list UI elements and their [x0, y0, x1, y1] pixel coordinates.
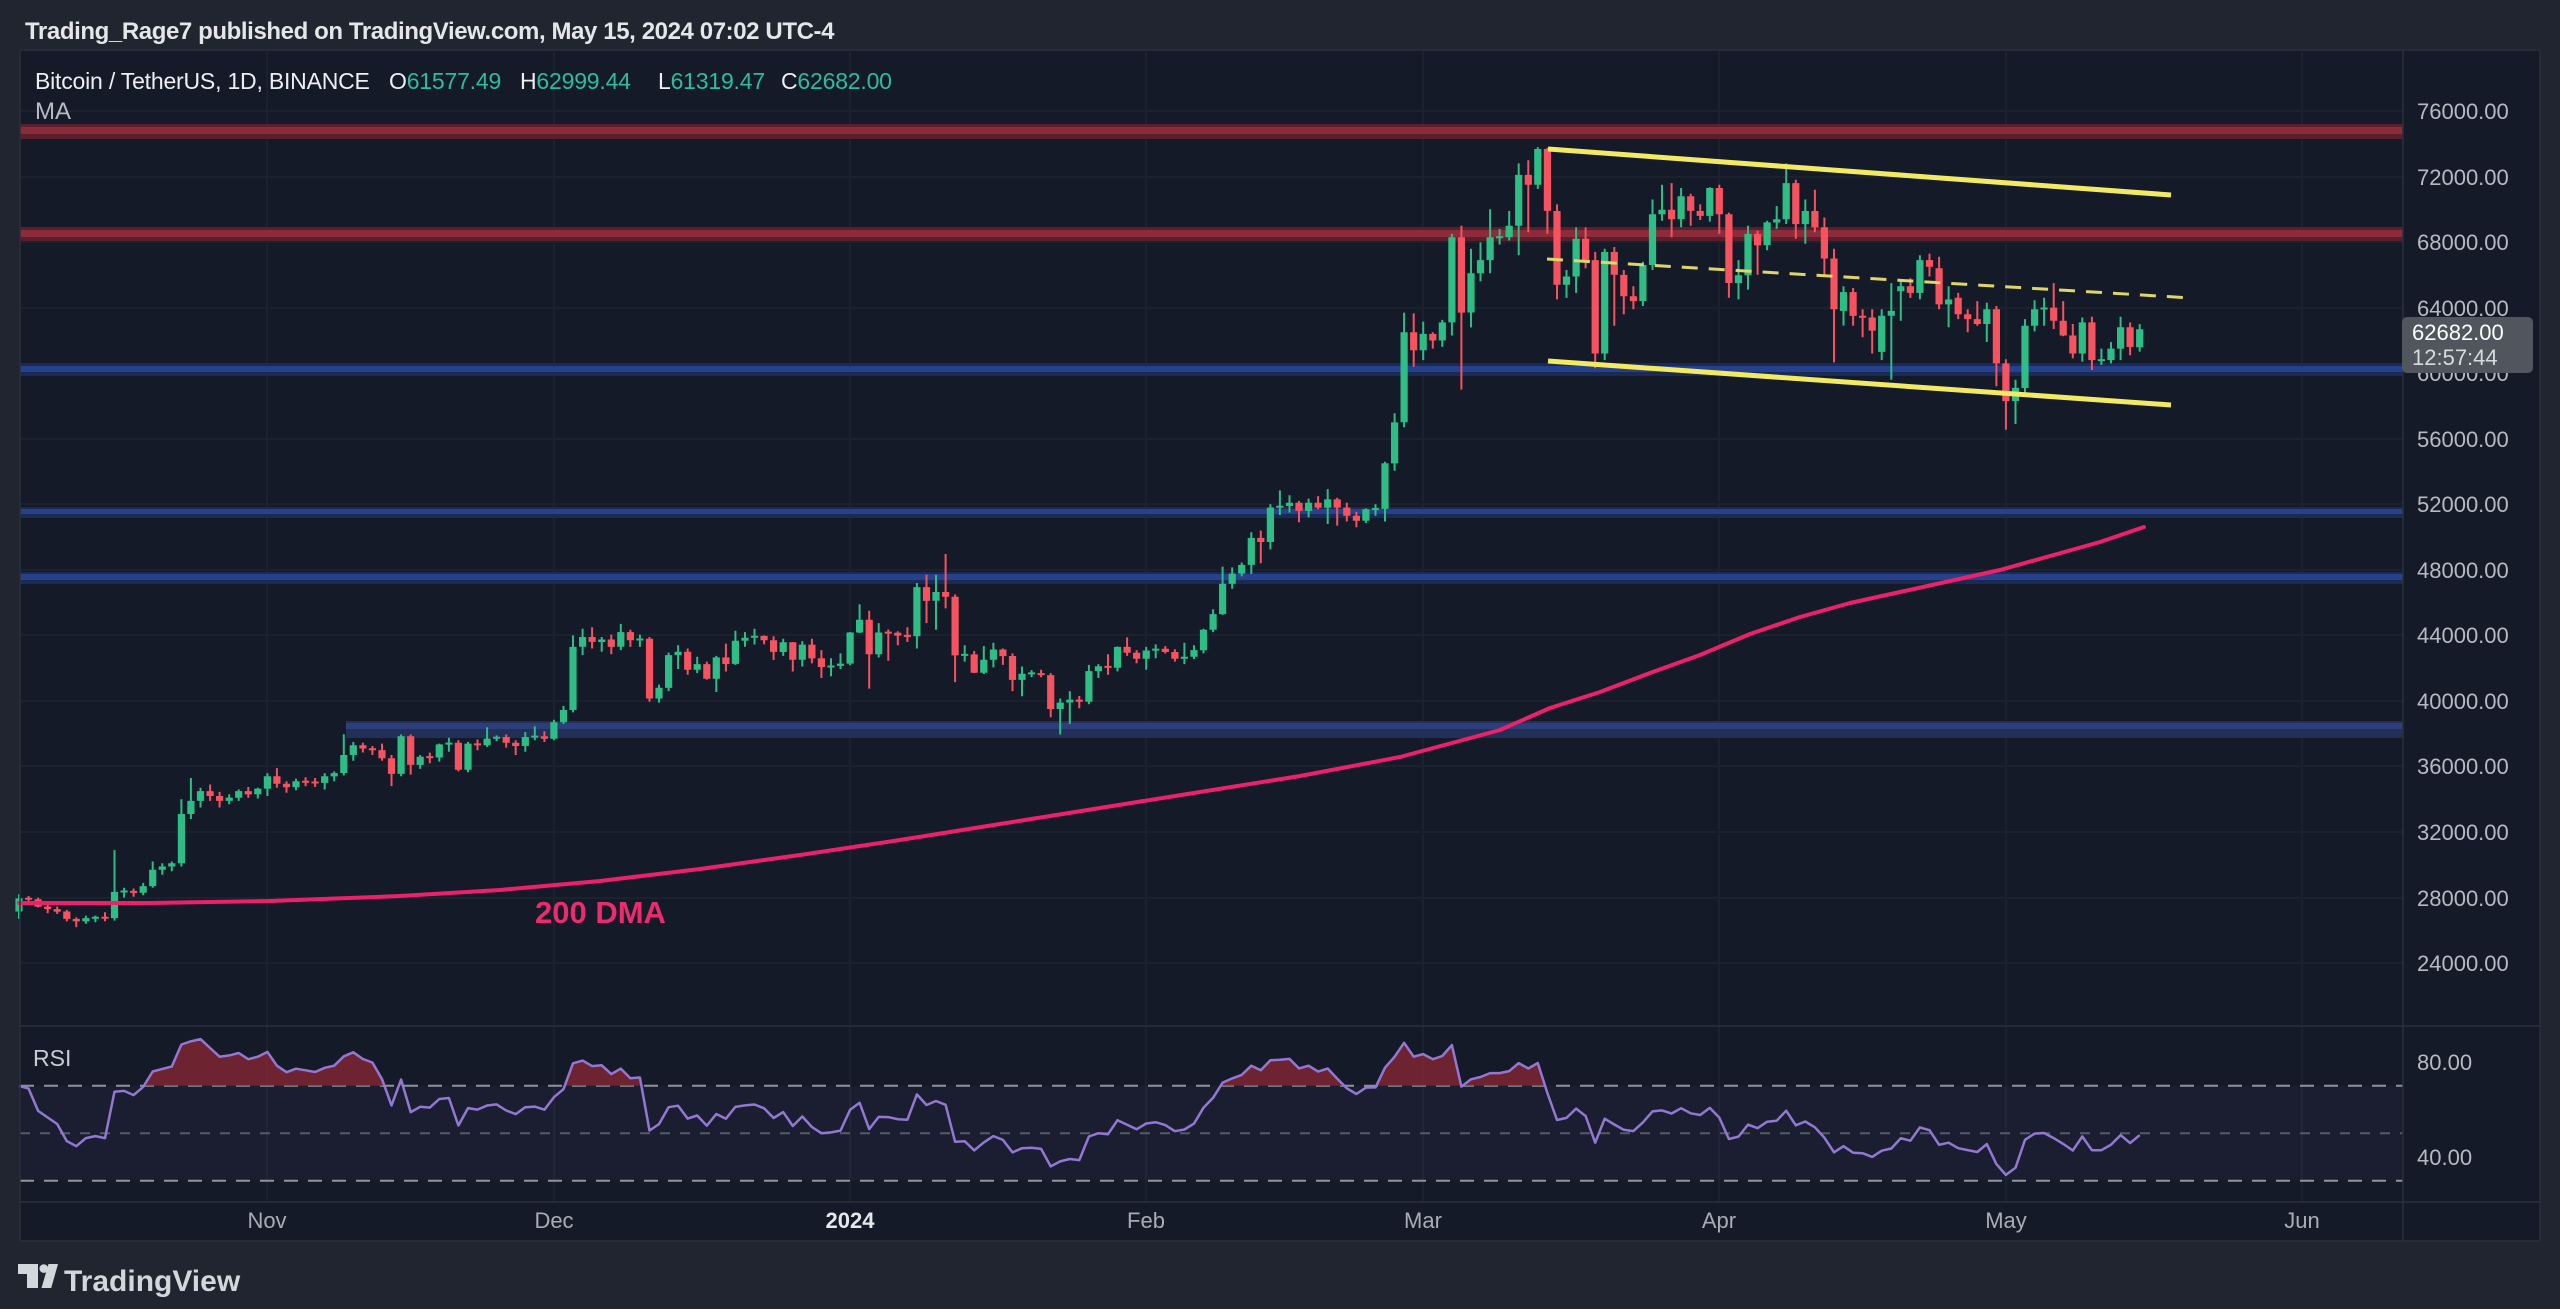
- svg-text:68000.00: 68000.00: [2417, 230, 2509, 255]
- svg-text:72000.00: 72000.00: [2417, 165, 2509, 190]
- svg-text:28000.00: 28000.00: [2417, 886, 2509, 911]
- svg-text:May: May: [1985, 1208, 2027, 1233]
- svg-text:Trading_Rage7 published on Tra: Trading_Rage7 published on TradingView.c…: [25, 18, 835, 45]
- svg-text:MA: MA: [35, 98, 71, 125]
- svg-text:56000.00: 56000.00: [2417, 427, 2509, 452]
- svg-text:2024: 2024: [826, 1208, 876, 1233]
- svg-text:32000.00: 32000.00: [2417, 820, 2509, 845]
- svg-text:24000.00: 24000.00: [2417, 951, 2509, 976]
- svg-text:12:57:44: 12:57:44: [2412, 345, 2498, 370]
- svg-text:TradingView: TradingView: [64, 1265, 241, 1298]
- svg-text:Feb: Feb: [1127, 1208, 1165, 1233]
- svg-text:80.00: 80.00: [2417, 1050, 2472, 1075]
- svg-text:44000.00: 44000.00: [2417, 623, 2509, 648]
- svg-text:76000.00: 76000.00: [2417, 99, 2509, 124]
- svg-text:40000.00: 40000.00: [2417, 689, 2509, 714]
- svg-text:Bitcoin / TetherUS, 1D, BINANC: Bitcoin / TetherUS, 1D, BINANCE O61577.49…: [35, 68, 892, 94]
- svg-text:36000.00: 36000.00: [2417, 754, 2509, 779]
- svg-text:RSI: RSI: [33, 1045, 71, 1071]
- svg-text:64000.00: 64000.00: [2417, 296, 2509, 321]
- svg-text:Dec: Dec: [534, 1208, 573, 1233]
- svg-text:Jun: Jun: [2284, 1208, 2319, 1233]
- svg-text:Nov: Nov: [247, 1208, 286, 1233]
- svg-text:200 DMA: 200 DMA: [535, 895, 666, 930]
- svg-text:48000.00: 48000.00: [2417, 558, 2509, 583]
- svg-text:62682.00: 62682.00: [2412, 320, 2504, 345]
- svg-text:52000.00: 52000.00: [2417, 492, 2509, 517]
- svg-text:40.00: 40.00: [2417, 1145, 2472, 1170]
- svg-text:Mar: Mar: [1404, 1208, 1442, 1233]
- svg-text:Apr: Apr: [1702, 1208, 1736, 1233]
